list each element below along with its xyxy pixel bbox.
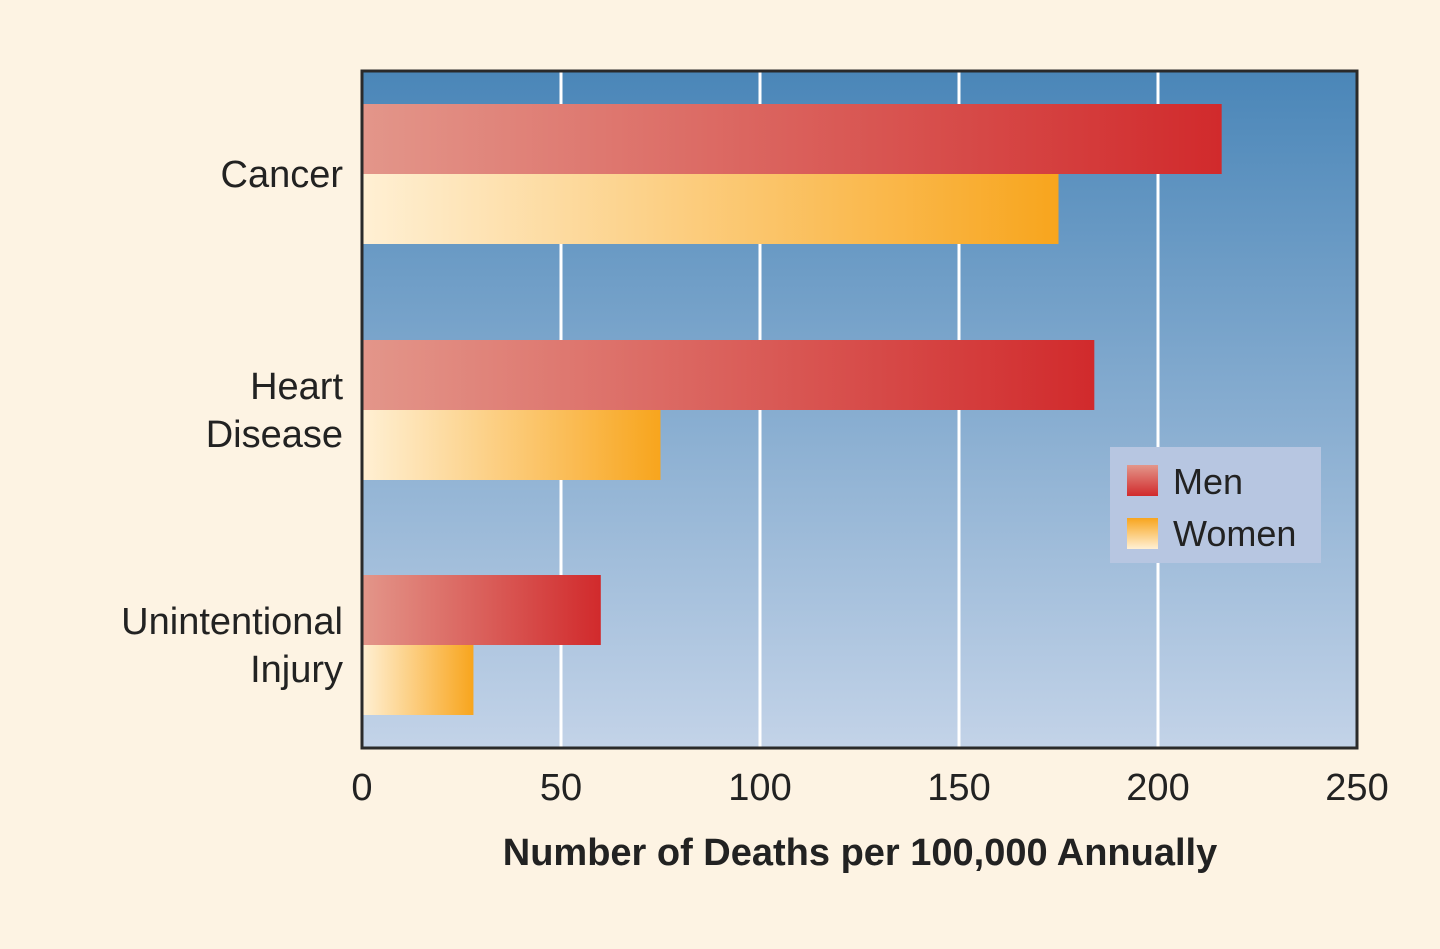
x-axis-ticks: 0 50 100 150 200 250 (351, 767, 1388, 809)
bar-women (362, 645, 474, 715)
category-label: Cancer (221, 154, 344, 196)
bar-women (362, 174, 1059, 244)
legend-swatch-women (1127, 518, 1158, 549)
x-tick-label: 250 (1325, 767, 1388, 809)
category-labels: Cancer Heart Disease Unintentional Injury (121, 154, 343, 691)
legend: Men Women (1110, 447, 1321, 563)
bar-men (362, 104, 1222, 174)
legend-label-men: Men (1173, 461, 1243, 502)
x-tick-label: 100 (728, 767, 791, 809)
plot-frame (360, 69, 1359, 750)
category-label: Heart Disease (206, 366, 344, 456)
bar-women (362, 410, 661, 480)
x-axis-title: Number of Deaths per 100,000 Annually (503, 832, 1218, 874)
x-tick-label: 50 (540, 767, 582, 809)
bars (362, 104, 1222, 715)
legend-swatch-men (1127, 465, 1158, 496)
bar-men (362, 575, 601, 645)
x-tick-label: 200 (1126, 767, 1189, 809)
category-label: Unintentional Injury (121, 601, 343, 691)
legend-label-women: Women (1173, 513, 1296, 554)
x-tick-label: 0 (351, 767, 372, 809)
bar-men (362, 340, 1095, 410)
x-tick-label: 150 (927, 767, 990, 809)
